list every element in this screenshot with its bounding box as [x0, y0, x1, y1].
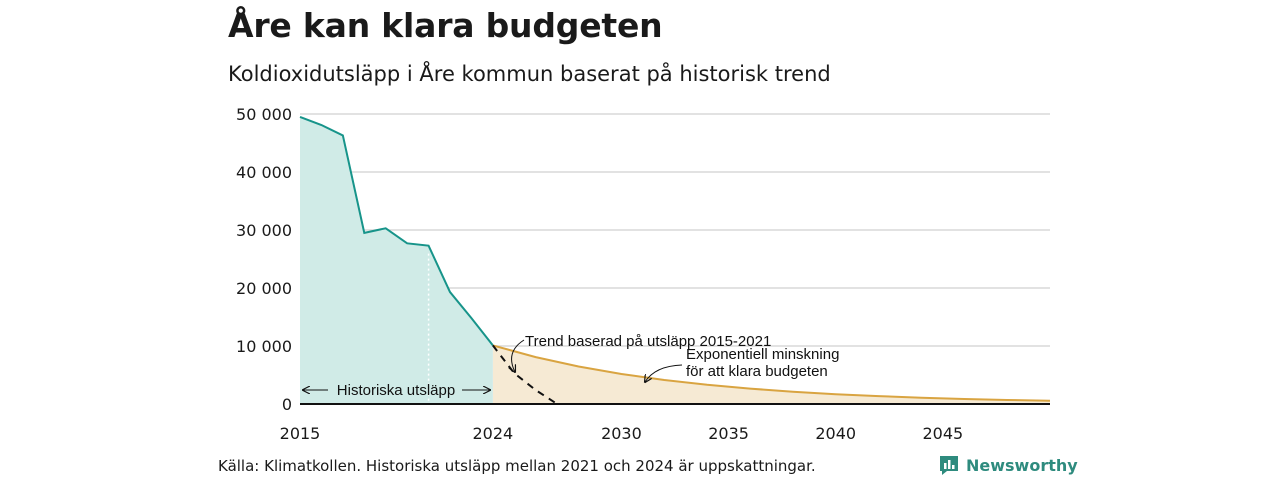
- trend-label: Trend baserad på utsläpp 2015-2021: [525, 333, 771, 350]
- y-tick-label: 0: [282, 395, 292, 414]
- budget-area: [492, 345, 1050, 404]
- budget-callout-arrow: [645, 364, 683, 382]
- x-tick-label: 2045: [922, 424, 963, 443]
- y-tick-label: 10 000: [236, 337, 292, 356]
- x-tick-label: 2040: [815, 424, 856, 443]
- x-tick-labels: 2015 2024 2030 2035 2040 2045: [280, 424, 964, 443]
- x-tick-label: 2035: [708, 424, 749, 443]
- newsworthy-logo-icon: [940, 456, 958, 475]
- series-lines: [299, 115, 1051, 405]
- budget-label-line1: Exponentiell minskning: [686, 346, 839, 363]
- source-note: Källa: Klimatkollen. Historiska utsläpp …: [218, 457, 816, 475]
- historical-area: [300, 116, 493, 405]
- annotations: Historiska utsläpp Trend baserad på utsl…: [303, 333, 839, 399]
- budget-label-line2: för att klara budgeten: [686, 363, 828, 380]
- y-tick-labels: 0 10 000 20 000 30 000 40 000 50 000: [236, 105, 292, 414]
- historical-line: [299, 115, 494, 347]
- trend-callout-arrow: [512, 339, 525, 372]
- trend-line: [492, 344, 558, 405]
- x-tick-label: 2030: [601, 424, 642, 443]
- newsworthy-logo: Newsworthy: [938, 454, 1078, 476]
- x-tick-label: 2015: [280, 424, 321, 443]
- x-tick-label: 2024: [472, 424, 513, 443]
- y-tick-label: 30 000: [236, 221, 292, 240]
- historical-label: Historiska utsläpp: [337, 382, 455, 399]
- y-tick-label: 50 000: [236, 105, 292, 124]
- y-tick-label: 20 000: [236, 279, 292, 298]
- y-tick-label: 40 000: [236, 163, 292, 182]
- budget-line: [492, 344, 1051, 402]
- chart-title: Åre kan klara budgeten: [228, 6, 663, 45]
- logo-text: Newsworthy: [966, 455, 1078, 475]
- chart-subtitle: Koldioxidutsläpp i Åre kommun baserat på…: [228, 62, 831, 86]
- area-fills: [300, 116, 1050, 405]
